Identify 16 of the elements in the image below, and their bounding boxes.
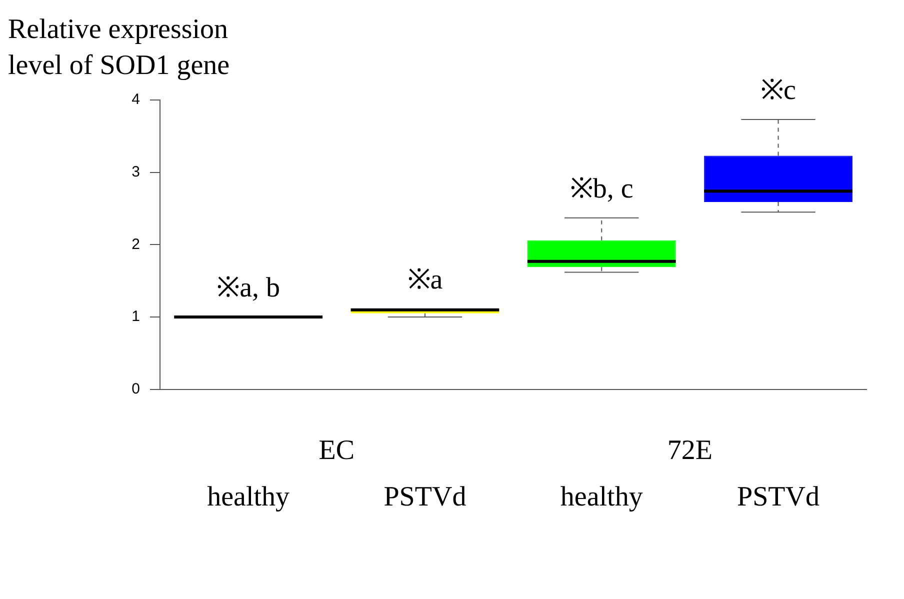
y-tick-label: 0 bbox=[132, 380, 140, 398]
text: 72E bbox=[667, 434, 712, 466]
y-axis-title: Relative expression level of SOD1 gene bbox=[8, 13, 230, 83]
annotation: ※c bbox=[760, 74, 796, 106]
x-tick-label: healthy bbox=[207, 482, 290, 513]
y-tick-label: 2 bbox=[132, 236, 140, 253]
x-tick-label: PSTVd bbox=[737, 482, 820, 513]
y-tick-label: 4 bbox=[132, 91, 140, 108]
annotation: ※a bbox=[407, 264, 444, 296]
x-tick-label: healthy bbox=[560, 482, 643, 513]
text: EC bbox=[318, 434, 355, 466]
annotation: ※b, c bbox=[570, 173, 634, 204]
y-tick-label: 3 bbox=[132, 163, 140, 180]
x-tick-label: PSTVd bbox=[384, 482, 466, 513]
y-tick-label: 1 bbox=[132, 308, 140, 326]
annotation: ※a, b bbox=[216, 272, 280, 304]
